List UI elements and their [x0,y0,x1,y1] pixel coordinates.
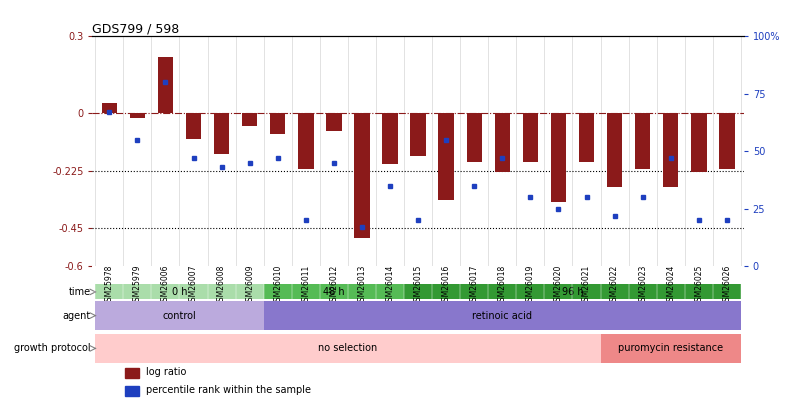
Bar [214,113,229,154]
Bar [691,113,706,172]
Bar [95,284,263,299]
Bar [410,113,426,156]
Bar [494,113,509,172]
Bar [185,113,201,139]
Text: no selection: no selection [318,343,377,354]
Bar [381,113,397,164]
Bar [263,284,404,299]
Bar [600,334,740,363]
Bar [298,113,313,169]
Text: growth protocol: growth protocol [14,343,91,354]
Text: agent: agent [63,311,91,321]
Bar [242,113,257,126]
Bar [578,113,593,162]
Bar [550,113,565,202]
Bar [129,113,145,118]
Bar [466,113,481,162]
Text: puromycin resistance: puromycin resistance [618,343,723,354]
Bar [270,113,285,134]
Text: log ratio: log ratio [145,367,186,377]
Bar [101,103,117,113]
Text: 0 h: 0 h [172,287,187,297]
Text: 48 h: 48 h [323,287,344,297]
Bar [718,113,734,169]
Bar [354,113,369,238]
Text: percentile rank within the sample: percentile rank within the sample [145,385,311,395]
Text: GDS799 / 598: GDS799 / 598 [92,22,180,35]
Bar [125,368,139,378]
Bar [634,113,650,169]
Bar [662,113,678,187]
Bar [95,334,600,363]
Bar [263,301,740,330]
Bar [404,284,740,299]
Bar [95,301,263,330]
Bar [438,113,454,200]
Text: retinoic acid: retinoic acid [471,311,532,321]
Text: 96 h: 96 h [561,287,582,297]
Text: control: control [162,311,196,321]
Bar [125,386,139,396]
Text: time: time [69,287,91,297]
Bar [522,113,537,162]
Bar [326,113,341,131]
Bar [606,113,622,187]
Bar [157,57,173,113]
